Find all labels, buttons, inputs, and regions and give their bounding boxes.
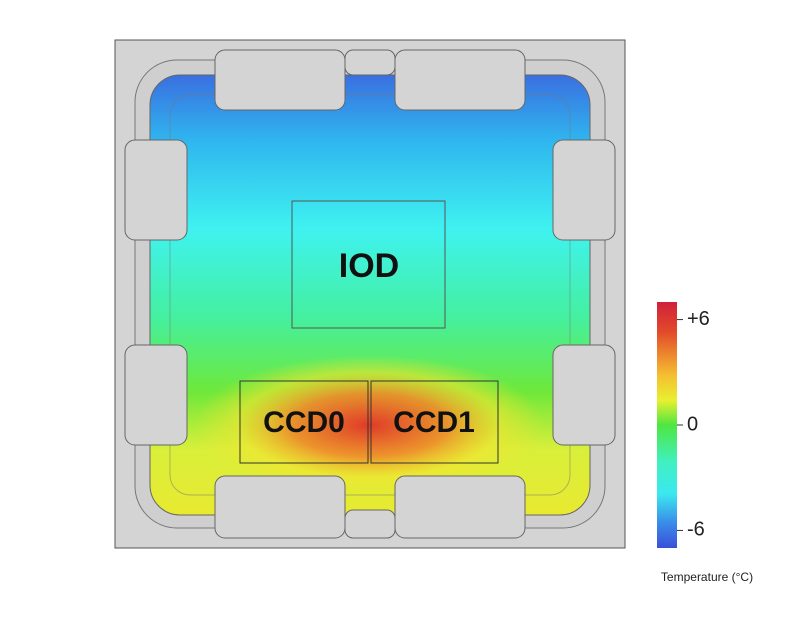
colorbar-tick-label: -6	[687, 519, 705, 541]
ccd1-label: CCD1	[393, 406, 475, 439]
colorbar-title: Temperature (°C)	[661, 570, 753, 584]
colorbar: +6 0 -6	[657, 302, 710, 548]
colorbar-tick-label: +6	[687, 308, 710, 330]
package: IOD CCD0 CCD1	[114, 39, 626, 549]
lid-outline	[169, 94, 571, 496]
colorbar-tick-label: 0	[687, 413, 698, 435]
ccd1-die	[370, 380, 499, 464]
ccd0-label: CCD0	[263, 406, 345, 439]
tabs	[124, 49, 616, 539]
hot-spot	[194, 355, 544, 495]
iod-label: IOD	[339, 247, 399, 285]
colorbar-scale	[657, 302, 677, 548]
iod-die	[291, 200, 446, 329]
ccd0-die	[239, 380, 369, 464]
